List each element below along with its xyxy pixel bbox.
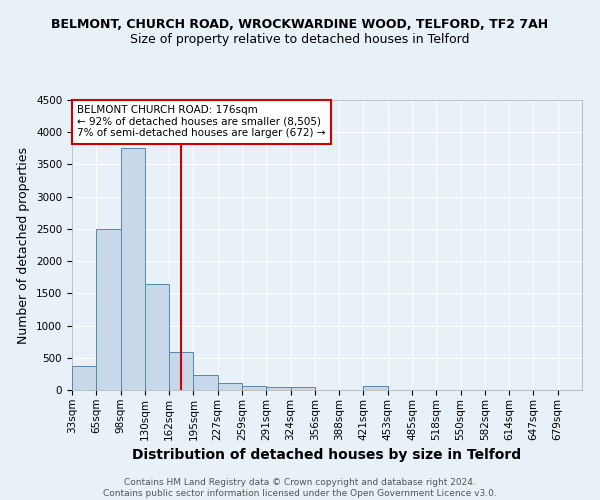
Bar bbox=[169, 352, 193, 390]
Bar bbox=[193, 374, 218, 390]
Bar bbox=[266, 388, 290, 390]
Bar bbox=[96, 229, 121, 390]
Text: BELMONT, CHURCH ROAD, WROCKWARDINE WOOD, TELFORD, TF2 7AH: BELMONT, CHURCH ROAD, WROCKWARDINE WOOD,… bbox=[52, 18, 548, 30]
Text: BELMONT CHURCH ROAD: 176sqm
← 92% of detached houses are smaller (8,505)
7% of s: BELMONT CHURCH ROAD: 176sqm ← 92% of det… bbox=[77, 105, 326, 138]
Bar bbox=[72, 366, 96, 390]
Text: Size of property relative to detached houses in Telford: Size of property relative to detached ho… bbox=[130, 32, 470, 46]
Y-axis label: Number of detached properties: Number of detached properties bbox=[17, 146, 31, 344]
Bar bbox=[145, 284, 169, 390]
Bar bbox=[364, 386, 388, 390]
Bar bbox=[121, 148, 145, 390]
Bar bbox=[290, 388, 315, 390]
Bar bbox=[242, 386, 266, 390]
X-axis label: Distribution of detached houses by size in Telford: Distribution of detached houses by size … bbox=[133, 448, 521, 462]
Text: Contains HM Land Registry data © Crown copyright and database right 2024.
Contai: Contains HM Land Registry data © Crown c… bbox=[103, 478, 497, 498]
Bar bbox=[218, 383, 242, 390]
